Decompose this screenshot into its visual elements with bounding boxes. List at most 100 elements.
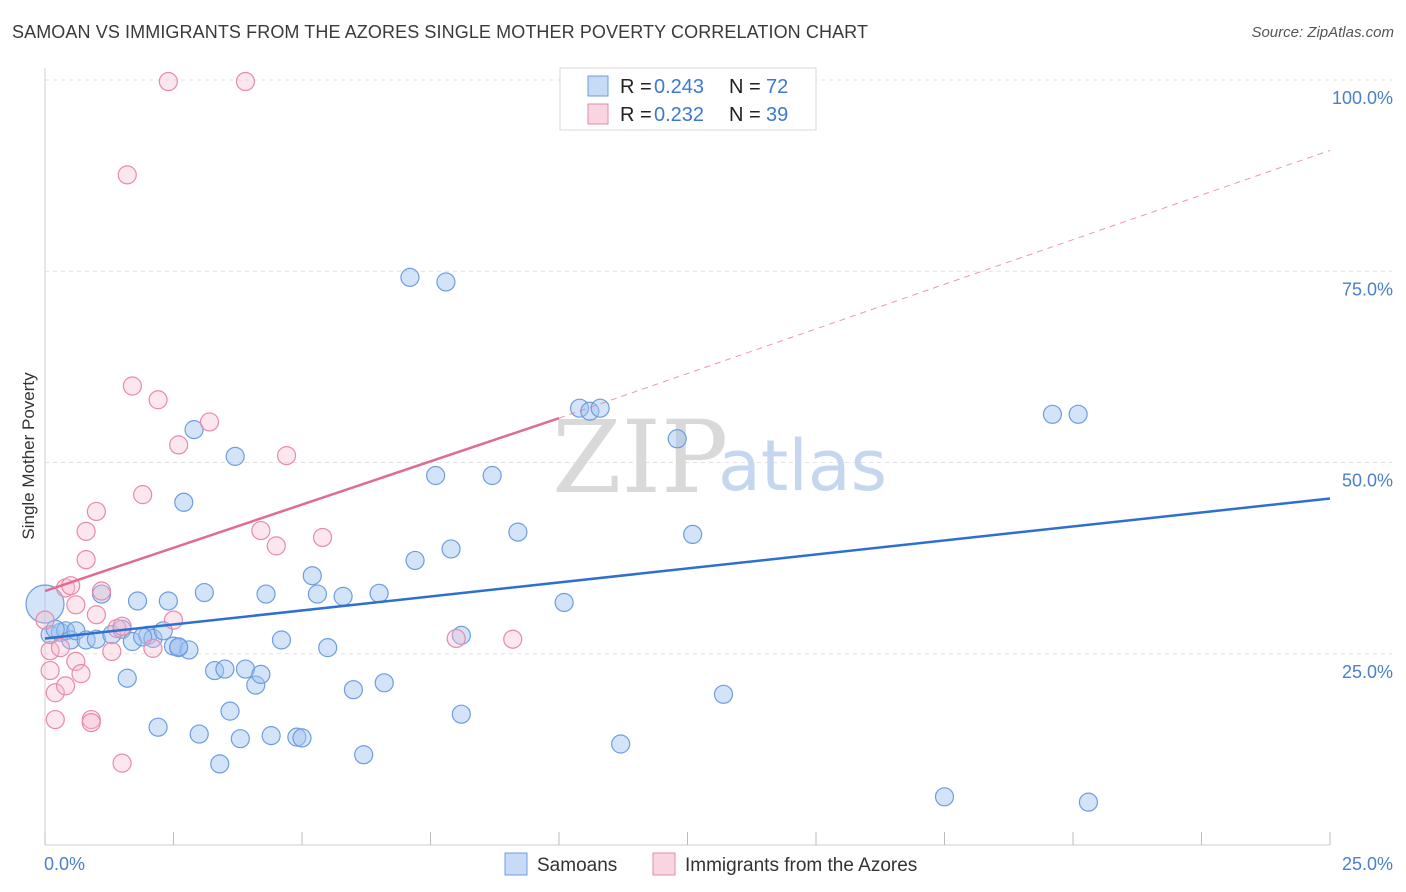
samoan-point xyxy=(436,272,456,292)
azores-point xyxy=(312,527,333,548)
axes xyxy=(44,68,1331,846)
legend-n-label: N = xyxy=(729,104,761,126)
azores-point xyxy=(251,520,271,541)
samoan-point xyxy=(148,717,168,737)
azores-point xyxy=(91,581,112,601)
azores-point xyxy=(86,501,107,522)
legend-r-label: R = xyxy=(620,104,652,126)
azores-point xyxy=(158,71,178,92)
azores-point xyxy=(66,595,86,615)
legend-label-samoans: Samoans xyxy=(537,855,617,876)
samoan-point xyxy=(1078,792,1099,812)
azores-point xyxy=(143,638,163,658)
azores-point xyxy=(446,628,466,649)
azores-point xyxy=(81,712,101,733)
samoan-point xyxy=(225,446,245,466)
samoan-point xyxy=(400,267,420,287)
legend-swatch-samoans xyxy=(504,852,528,876)
samoan-point xyxy=(215,659,235,679)
samoan-point xyxy=(333,586,353,606)
samoan-point xyxy=(127,591,148,611)
azores-point xyxy=(76,550,96,570)
samoan-point xyxy=(343,680,363,700)
samoan-point xyxy=(189,724,209,744)
samoan-point xyxy=(256,584,276,604)
azores-point xyxy=(35,610,55,630)
legend-r-label: R = xyxy=(620,76,652,98)
samoan-point xyxy=(25,584,65,624)
samoan-point xyxy=(611,734,631,754)
legend-r-value: 0.232 xyxy=(654,104,704,126)
samoan-point xyxy=(405,550,425,571)
series-samoans xyxy=(25,267,1099,812)
azores-point xyxy=(235,71,256,92)
samoan-point xyxy=(318,638,338,658)
azores-point xyxy=(86,605,107,625)
azores-point xyxy=(66,651,86,672)
samoan-point xyxy=(194,582,214,603)
azores-point xyxy=(40,660,60,681)
chart-title: SAMOAN VS IMMIGRANTS FROM THE AZORES SIN… xyxy=(12,22,869,42)
samoan-point xyxy=(713,684,734,704)
samoan-point xyxy=(287,727,307,747)
azores-point xyxy=(117,165,137,185)
samoan-point xyxy=(354,745,374,765)
samoan-point xyxy=(302,566,322,586)
x-tick-label: 0.0% xyxy=(44,854,85,874)
samoan-point xyxy=(117,668,137,688)
azores-point xyxy=(71,664,91,684)
samoan-point xyxy=(590,398,610,418)
samoan-point xyxy=(441,539,461,559)
samoan-point xyxy=(271,630,292,650)
y-tick-label: 100.0% xyxy=(1332,88,1393,108)
azores-point xyxy=(102,641,122,662)
samoan-point xyxy=(451,625,471,645)
samoan-point xyxy=(482,465,502,486)
azores-point xyxy=(122,376,142,396)
samoan-point xyxy=(86,629,107,649)
samoan-point xyxy=(554,592,574,613)
samoan-point xyxy=(1068,404,1088,424)
azores-point xyxy=(45,709,65,730)
samoan-point xyxy=(230,729,250,749)
samoan-point xyxy=(1042,404,1063,424)
samoan-point xyxy=(251,664,271,685)
y-tick-label: 25.0% xyxy=(1342,662,1393,682)
watermark-atlas: atlas xyxy=(718,425,887,507)
azores-point xyxy=(55,676,76,696)
azores-point xyxy=(276,446,297,466)
trend-lines xyxy=(44,149,1331,640)
azores-point xyxy=(112,616,132,636)
samoan-point xyxy=(508,522,528,542)
watermark-zip: ZIP xyxy=(552,399,728,516)
y-tick-labels: 25.0% 50.0% 75.0% 100.0% xyxy=(1332,88,1393,682)
azores-point xyxy=(76,521,96,541)
legend-n-value: 39 xyxy=(766,104,788,126)
legend-swatch-samoans xyxy=(587,75,609,97)
samoan-point xyxy=(143,628,163,649)
series-azores xyxy=(35,71,523,773)
series-legend: Samoans Immigrants from the Azores xyxy=(504,852,917,876)
azores-point xyxy=(148,390,168,410)
samoan-point xyxy=(210,754,230,774)
samoan-point xyxy=(235,659,256,679)
source-label: Source: ZipAtlas.com xyxy=(1251,24,1394,41)
legend-n-label: N = xyxy=(729,76,761,98)
azores-point xyxy=(133,485,153,505)
azores-trend-line xyxy=(44,416,560,593)
y-axis-label: Single Mother Poverty xyxy=(19,372,38,540)
samoans-trend-line xyxy=(44,497,1331,640)
samoan-point xyxy=(261,726,281,746)
samoan-point xyxy=(426,465,446,486)
azores-point xyxy=(50,638,71,658)
azores-point xyxy=(266,536,286,556)
legend-swatch-azores xyxy=(652,852,676,876)
gridlines xyxy=(45,79,1392,655)
samoan-point xyxy=(683,524,703,545)
legend-swatch-azores xyxy=(587,103,609,125)
x-tick-label: 25.0% xyxy=(1342,854,1393,874)
y-tick-label: 50.0% xyxy=(1342,471,1393,491)
y-tick-label: 75.0% xyxy=(1342,279,1393,299)
samoan-point xyxy=(246,675,266,695)
